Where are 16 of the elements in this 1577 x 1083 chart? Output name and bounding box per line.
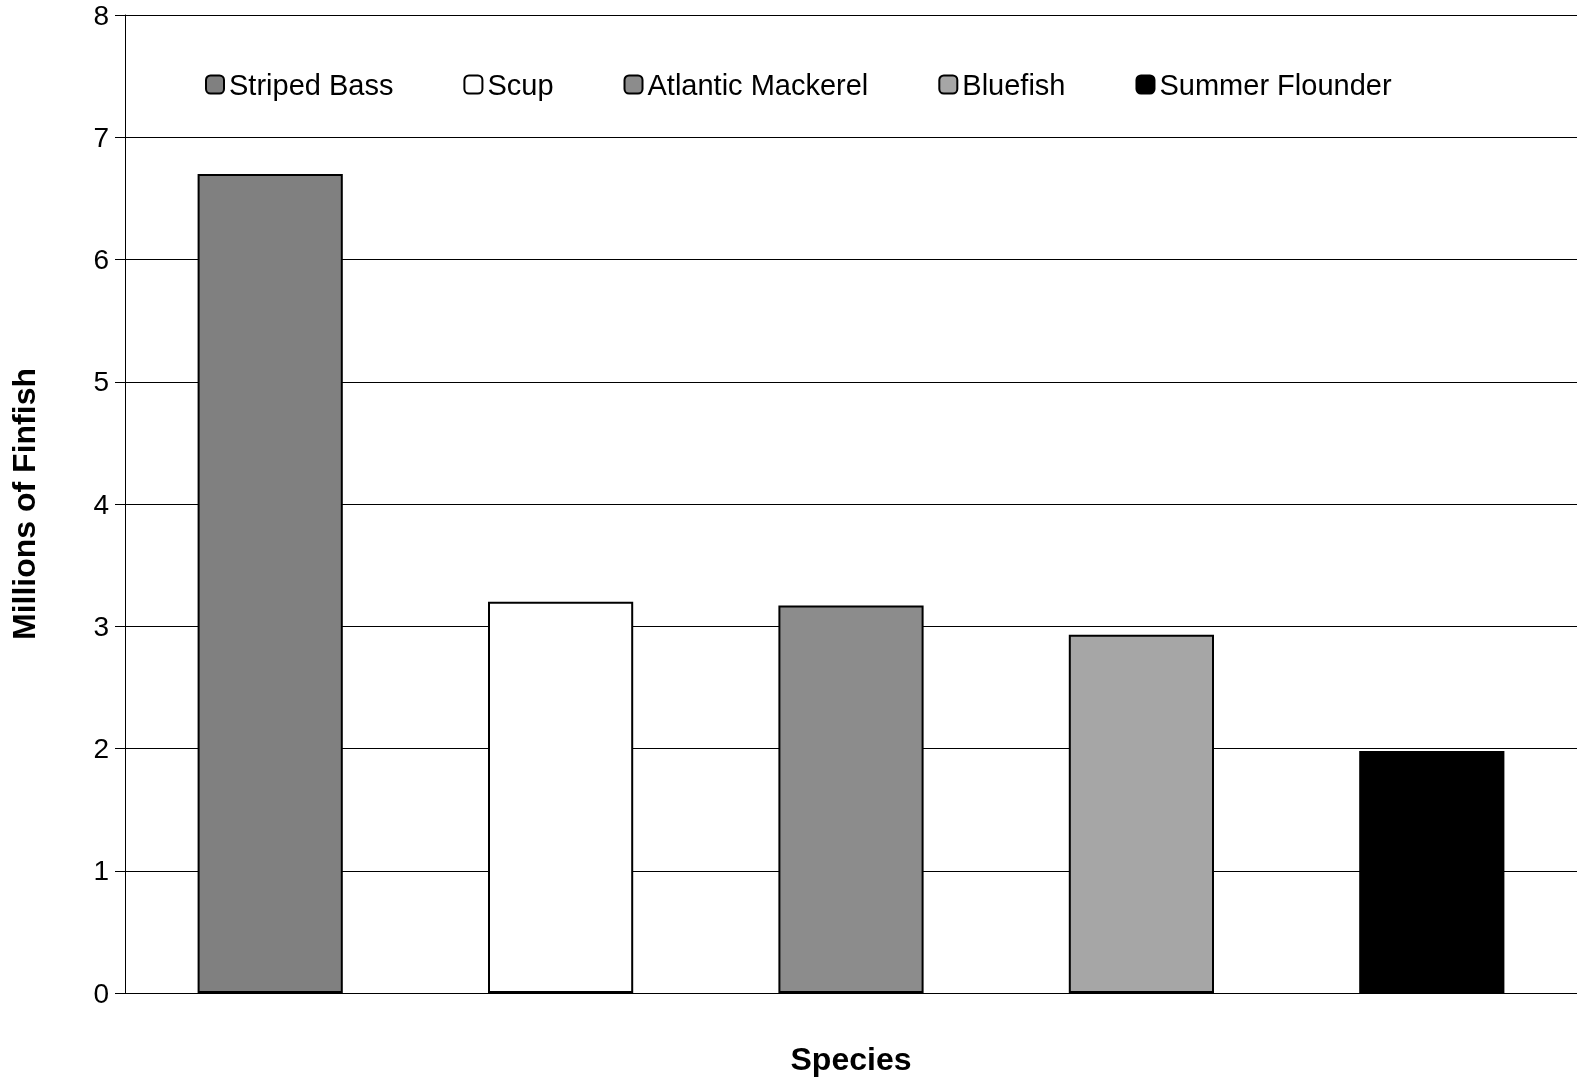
x-axis-title: Species <box>790 1041 912 1077</box>
legend-label: Striped Bass <box>229 68 394 101</box>
legend-label: Summer Flounder <box>1159 68 1392 101</box>
y-axis-title: Millions of Finfish <box>6 368 42 640</box>
y-tick-label: 3 <box>93 610 109 642</box>
legend-label: Bluefish <box>962 68 1066 101</box>
y-tick-label: 2 <box>93 733 109 764</box>
y-tick-label: 5 <box>93 366 109 398</box>
legend-label: Atlantic Mackerel <box>647 68 869 101</box>
y-tick-label: 1 <box>93 855 109 887</box>
y-tick-label: 8 <box>93 0 109 31</box>
y-tick-label: 4 <box>93 488 109 520</box>
legend-label: Scup <box>487 68 554 101</box>
y-tick-label: 6 <box>93 244 109 275</box>
y-tick-label: 0 <box>93 977 109 1009</box>
y-tick-label: 7 <box>93 121 109 153</box>
